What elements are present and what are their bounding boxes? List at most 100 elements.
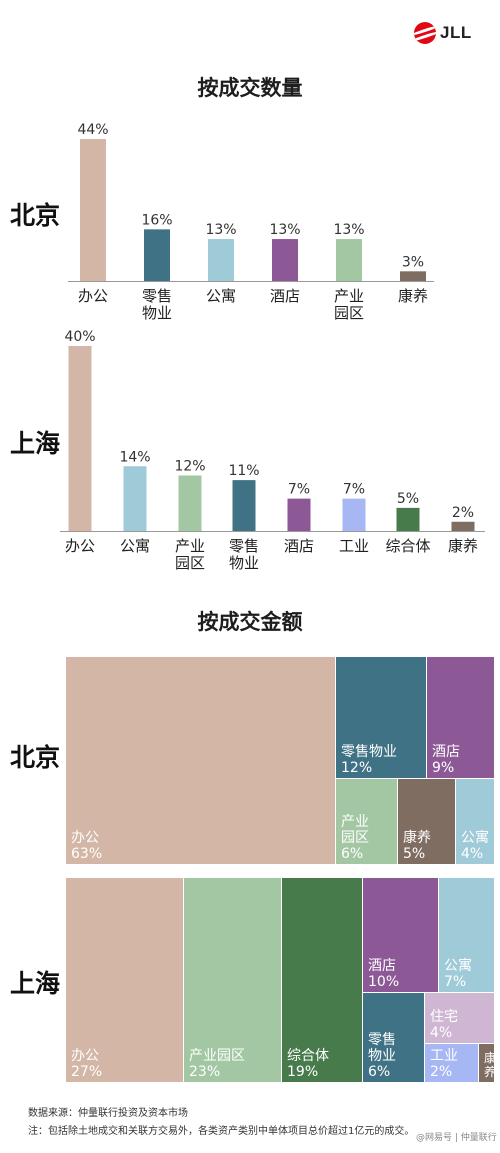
category-label: 公寓 bbox=[206, 287, 236, 305]
treemap-tile bbox=[425, 993, 494, 1043]
jll-logo-mark-icon bbox=[414, 22, 436, 44]
treemap-tile bbox=[479, 1044, 494, 1082]
treemap-tile bbox=[66, 878, 183, 1082]
treemap-tile-label: 工业 bbox=[430, 1048, 458, 1064]
category-label: 零售 bbox=[229, 537, 259, 555]
treemap-tile-label: 2% bbox=[430, 1064, 452, 1080]
bar bbox=[178, 475, 202, 531]
treemap-tile bbox=[363, 878, 438, 992]
treemap-tile bbox=[184, 878, 281, 1082]
treemap-tile-label: 产业园区 bbox=[189, 1048, 245, 1064]
bar-value-label: 16% bbox=[141, 212, 172, 228]
bar-value-label: 13% bbox=[333, 222, 364, 238]
bar bbox=[232, 480, 256, 531]
treemap-tile-label: 63% bbox=[71, 846, 102, 862]
treemap-tile bbox=[439, 878, 494, 992]
category-label: 物业 bbox=[142, 304, 172, 322]
category-label: 办公 bbox=[78, 287, 108, 305]
treemap-tile-label: 12% bbox=[341, 760, 372, 776]
treemap-tile-label: 6% bbox=[368, 1064, 390, 1080]
treemap-tile bbox=[66, 657, 335, 864]
treemap-tile-label: 零售 bbox=[368, 1032, 396, 1048]
category-label: 物业 bbox=[229, 554, 259, 572]
treemap-tile-label: 6% bbox=[341, 846, 363, 862]
treemap-tile-label: 康 bbox=[484, 1050, 496, 1065]
treemap-tile-label: 零售物业 bbox=[341, 744, 397, 760]
category-label: 综合体 bbox=[385, 537, 430, 555]
treemap-tile-label: 办公 bbox=[71, 1048, 99, 1064]
city-label-shanghai-count: 上海 bbox=[10, 429, 61, 458]
treemap-tile-label: 27% bbox=[71, 1064, 102, 1080]
category-label: 酒店 bbox=[270, 287, 300, 305]
category-label: 康养 bbox=[448, 537, 478, 555]
bar bbox=[144, 229, 170, 281]
bar bbox=[272, 239, 298, 281]
treemap-tile-label: 酒店 bbox=[368, 958, 396, 974]
treemap-tile bbox=[336, 657, 426, 778]
city-label-beijing-count: 北京 bbox=[10, 201, 61, 230]
treemap-tile-label: 9% bbox=[432, 760, 454, 776]
bar-value-label: 44% bbox=[77, 122, 108, 138]
city-label-shanghai-amount: 上海 bbox=[10, 969, 61, 998]
treemap-tile-label: 公寓 bbox=[461, 829, 489, 846]
treemap-tile-label: 康养 bbox=[403, 829, 431, 846]
bar-value-label: 13% bbox=[269, 222, 300, 238]
bar bbox=[400, 271, 426, 281]
treemap-tile bbox=[336, 779, 397, 864]
category-label: 公寓 bbox=[120, 537, 150, 555]
bar-value-label: 13% bbox=[205, 222, 236, 238]
category-label: 工业 bbox=[339, 537, 369, 555]
treemap-tile-label: 7% bbox=[444, 974, 466, 990]
treemap-tile-label: 办公 bbox=[71, 830, 99, 846]
treemap-tile bbox=[427, 657, 494, 778]
bar-value-label: 3% bbox=[402, 254, 424, 270]
bar bbox=[336, 239, 362, 281]
bar bbox=[208, 239, 234, 281]
bar bbox=[451, 521, 475, 531]
category-label: 产业 bbox=[175, 537, 205, 555]
bar bbox=[80, 139, 106, 281]
bar-value-label: 11% bbox=[228, 463, 259, 479]
city-label-beijing-amount: 北京 bbox=[10, 743, 61, 772]
bar-value-label: 2% bbox=[452, 505, 474, 521]
treemap-tile-label: 4% bbox=[430, 1025, 452, 1041]
treemap-tile bbox=[282, 878, 362, 1082]
jll-logo: JLL bbox=[414, 22, 472, 44]
category-label: 酒店 bbox=[284, 537, 314, 555]
bar bbox=[342, 498, 366, 531]
treemap-tile-label: 10% bbox=[368, 974, 399, 990]
bar-value-label: 5% bbox=[397, 491, 419, 507]
amount-section-title: 按成交金额 bbox=[197, 610, 303, 634]
treemap-tile-label: 物业 bbox=[368, 1048, 396, 1064]
bar-value-label: 40% bbox=[64, 329, 95, 345]
logo-text: JLL bbox=[440, 23, 472, 42]
category-label: 产业 bbox=[334, 287, 364, 305]
bar-value-label: 12% bbox=[174, 459, 205, 475]
bar bbox=[396, 507, 420, 531]
category-label: 零售 bbox=[142, 287, 172, 305]
treemap-tile-label: 酒店 bbox=[432, 744, 460, 760]
category-label: 园区 bbox=[334, 304, 364, 322]
category-label: 园区 bbox=[175, 554, 205, 572]
source-text: 数据来源：仲量联行投资及资本市场 bbox=[28, 1108, 188, 1119]
category-label: 办公 bbox=[65, 537, 95, 555]
treemap-tile-label: 园区 bbox=[341, 830, 369, 846]
bar bbox=[123, 466, 147, 531]
category-label: 康养 bbox=[398, 287, 428, 305]
treemap-tile-label: 养 bbox=[484, 1064, 496, 1079]
treemap-tile bbox=[425, 1044, 478, 1082]
note-text: 注：包括除土地成交和关联方交易外，各类资产类别中单体项目总价超过1亿元的成交。 bbox=[28, 1126, 415, 1137]
treemap-tile bbox=[456, 779, 494, 864]
treemap-tile-label: 19% bbox=[287, 1064, 318, 1080]
bar-value-label: 14% bbox=[119, 449, 150, 465]
bar bbox=[287, 498, 311, 531]
treemap-tile-label: 产业 bbox=[341, 814, 369, 830]
treemap-tile bbox=[363, 993, 424, 1082]
treemap-tile-label: 住宅 bbox=[430, 1009, 458, 1025]
treemap-tile-label: 5% bbox=[403, 846, 425, 862]
bar-value-label: 7% bbox=[343, 482, 365, 498]
treemap-tile bbox=[398, 779, 455, 864]
count-section-title: 按成交数量 bbox=[197, 76, 303, 100]
treemap-tile-label: 23% bbox=[189, 1064, 220, 1080]
